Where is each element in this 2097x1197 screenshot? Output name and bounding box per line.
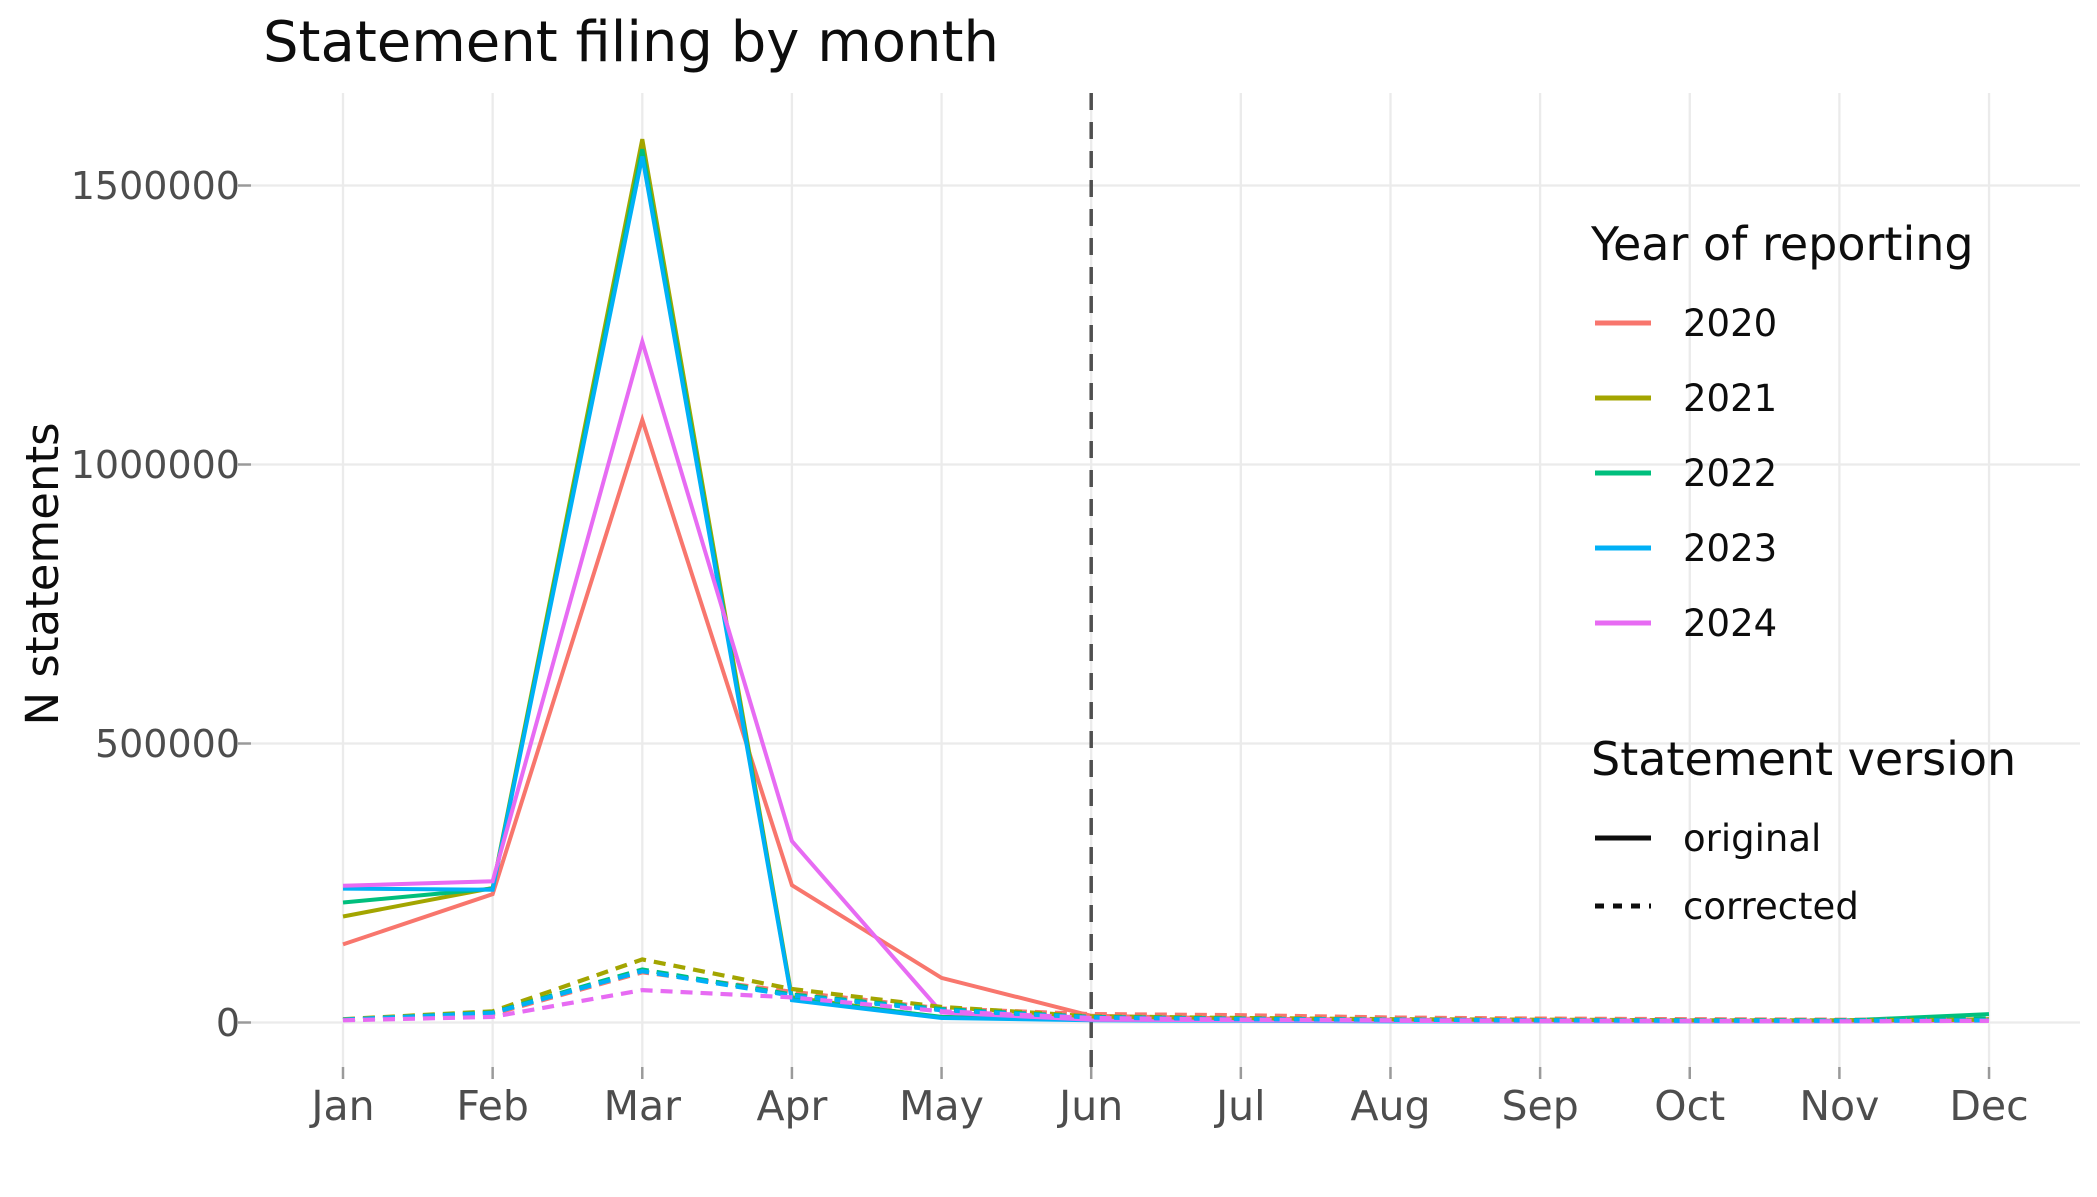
- chart-title: Statement filing by month: [263, 10, 999, 75]
- x-tick-label-Mar: Mar: [603, 1082, 681, 1130]
- x-tick-label-May: May: [899, 1082, 984, 1130]
- legend-item-original: original: [1591, 816, 2016, 860]
- legend-item-corrected: corrected: [1591, 884, 2016, 928]
- legend-key-line-2024: [1595, 620, 1651, 626]
- legend-label-2023: 2023: [1683, 526, 1778, 570]
- legend-statement-version: Statement version original corrected: [1591, 731, 2016, 955]
- x-tick-label-Jul: Jul: [1216, 1082, 1266, 1130]
- legend-label-2024: 2024: [1683, 601, 1778, 645]
- legend-years-title: Year of reporting: [1591, 217, 1974, 271]
- series-2024-corrected: [342, 987, 1990, 1024]
- legend-item-2020: 2020: [1591, 301, 1974, 345]
- legend-label-corrected: corrected: [1683, 884, 1859, 928]
- legend-label-2021: 2021: [1683, 376, 1778, 420]
- legend-label-2022: 2022: [1683, 451, 1778, 495]
- y-tick-label-500000: 500000: [94, 721, 240, 766]
- x-tick-label-Jan: Jan: [311, 1082, 375, 1130]
- x-tick-label-Dec: Dec: [1949, 1082, 2029, 1130]
- y-tick-label-1500000: 1500000: [70, 163, 240, 208]
- legend-item-2022: 2022: [1591, 451, 1974, 495]
- legend-item-2021: 2021: [1591, 376, 1974, 420]
- series-2020-corrected: [342, 970, 1989, 1022]
- legend-key-dashed-line: [1595, 903, 1651, 909]
- legend-key-line-2022: [1595, 470, 1651, 476]
- legend-item-2024: 2024: [1591, 601, 1974, 645]
- x-tick-label-Sep: Sep: [1501, 1082, 1579, 1130]
- legend-version-title: Statement version: [1591, 732, 2017, 786]
- series-2021-corrected: [342, 957, 1990, 1023]
- legend-label-original: original: [1683, 816, 1822, 860]
- legend-item-2023: 2023: [1591, 526, 1974, 570]
- y-tick-label-1000000: 1000000: [70, 442, 240, 487]
- legend-label-2020: 2020: [1683, 301, 1778, 345]
- legend-key-line-2020: [1595, 320, 1651, 326]
- legend-key-solid-line: [1595, 835, 1651, 841]
- x-tick-label-Oct: Oct: [1654, 1082, 1726, 1130]
- x-tick-label-Jun: Jun: [1059, 1082, 1124, 1130]
- x-tick-label-Nov: Nov: [1799, 1082, 1880, 1130]
- y-tick-label-0: 0: [215, 1000, 240, 1045]
- legend-year-of-reporting: Year of reporting 2020 2021 2022 2023 20…: [1591, 216, 1974, 679]
- x-tick-label-Feb: Feb: [456, 1082, 529, 1130]
- x-tick-label-Apr: Apr: [756, 1082, 828, 1130]
- x-tick-label-Aug: Aug: [1350, 1082, 1431, 1130]
- legend-key-line-2021: [1595, 395, 1651, 401]
- legend-key-line-2023: [1595, 545, 1651, 551]
